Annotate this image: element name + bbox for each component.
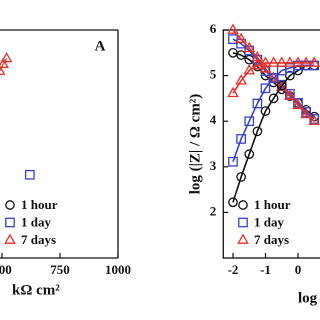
marker — [238, 200, 248, 210]
marker — [260, 83, 271, 94]
series-line — [232, 64, 315, 163]
marker — [0, 57, 9, 69]
y-tick-label: 6 — [210, 21, 217, 36]
y-axis-label: log (|Z| / Ω cm²) — [187, 94, 203, 195]
marker — [0, 51, 13, 63]
marker — [0, 65, 6, 75]
y-tick-label: 2 — [210, 203, 217, 218]
y-tick-label: 3 — [210, 158, 217, 173]
marker — [228, 197, 238, 208]
marker — [251, 58, 264, 70]
marker — [308, 56, 320, 67]
legend-label: 7 days — [21, 232, 56, 247]
plot-frame — [222, 29, 320, 259]
x-tick-label: 1000 — [105, 262, 131, 277]
marker — [244, 116, 255, 127]
x-axis-label: log — [298, 290, 318, 306]
x-tick-label: 500 — [0, 262, 12, 277]
legend-label: 1 hour — [21, 197, 58, 212]
x-axis-label: kΩ cm² — [12, 282, 60, 298]
marker — [235, 74, 247, 85]
legend-label: 1 hour — [254, 197, 291, 212]
marker — [259, 56, 272, 67]
marker — [227, 86, 239, 98]
marker — [236, 172, 246, 182]
marker — [259, 62, 272, 73]
marker — [5, 200, 15, 210]
marker — [275, 56, 288, 67]
legend-label: 7 days — [254, 232, 289, 247]
marker — [236, 134, 246, 144]
marker — [267, 56, 280, 67]
marker — [252, 126, 263, 137]
marker — [284, 56, 296, 67]
series-line — [232, 64, 315, 203]
panel-label: A — [95, 38, 106, 54]
marker — [260, 106, 271, 116]
marker — [243, 64, 256, 75]
y-tick-label: 4 — [210, 112, 217, 127]
marker — [252, 98, 263, 109]
marker — [292, 56, 304, 67]
marker — [244, 149, 255, 159]
marker — [235, 32, 247, 43]
marker — [228, 156, 238, 167]
marker — [243, 41, 256, 53]
x-tick-label: 0 — [295, 262, 302, 277]
marker — [227, 23, 239, 34]
legend-label: 1 day — [254, 214, 284, 229]
marker — [308, 114, 320, 126]
marker — [276, 80, 287, 91]
marker — [4, 233, 16, 244]
x-tick-label: -2 — [228, 262, 239, 277]
marker — [300, 56, 312, 67]
marker — [5, 217, 15, 228]
legend-label: 1 day — [21, 214, 51, 229]
y-tick-label: 5 — [210, 67, 217, 82]
marker — [292, 98, 304, 110]
marker — [285, 70, 295, 81]
x-tick-label: 750 — [50, 262, 70, 277]
marker — [24, 169, 35, 180]
marker — [300, 107, 312, 119]
x-tick-label: -1 — [260, 262, 271, 277]
marker — [284, 89, 296, 100]
marker — [237, 233, 249, 244]
marker — [238, 217, 248, 228]
marker — [268, 73, 279, 83]
marker — [268, 93, 279, 104]
